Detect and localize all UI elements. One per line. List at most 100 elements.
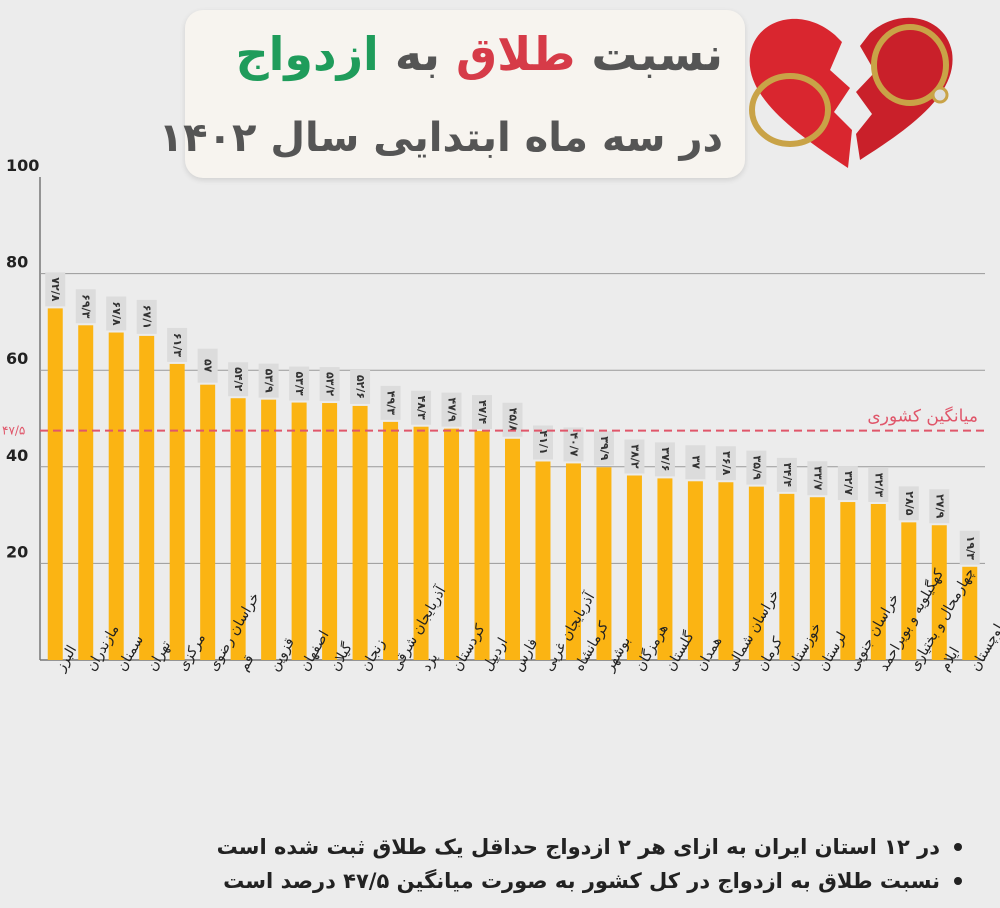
y-tick-label: 60 <box>6 349 28 368</box>
data-label: ۳۲/۳ <box>872 473 885 497</box>
bar <box>322 403 338 660</box>
data-label: ۴۷/۹ <box>446 398 459 422</box>
data-label: ۶۷/۱ <box>141 305 154 329</box>
bullet-icon <box>954 843 962 851</box>
average-label: میانگین کشوری <box>867 406 978 427</box>
footnote-item: در ۱۲ استان ایران به ازای هر ۲ ازدواج حد… <box>180 830 962 864</box>
value-label-bg <box>167 327 188 362</box>
value-label-bg <box>715 446 736 481</box>
data-label: ۴۱/۱ <box>537 430 550 454</box>
data-label: ۵۲/۶ <box>354 375 367 399</box>
bar <box>779 493 795 660</box>
bar <box>444 428 460 660</box>
title-word-divorce: طلاق <box>456 27 576 81</box>
data-label: ۶۷/۸ <box>110 301 123 325</box>
value-label-bg <box>532 425 553 460</box>
value-label-bg <box>289 366 310 401</box>
bar <box>535 461 551 660</box>
value-label-bg <box>258 363 279 398</box>
data-label: ۳۷/۶ <box>659 447 672 471</box>
bar <box>108 332 124 660</box>
data-label: ۴۵/۸ <box>507 408 520 432</box>
y-tick-label: 40 <box>6 446 28 465</box>
bar <box>687 481 703 660</box>
value-label-bg <box>898 486 919 521</box>
data-label: ۴۰/۷ <box>567 432 580 456</box>
average-value-label: ۴۷/۵ <box>2 424 25 438</box>
data-label: ۶۱/۳ <box>171 333 184 357</box>
bar <box>200 384 216 660</box>
bar <box>931 525 947 660</box>
data-label: ۱۹/۳ <box>964 536 977 560</box>
bar <box>901 522 917 660</box>
average-line-group: ۴۷/۵ میانگین کشوری <box>2 406 985 438</box>
category-label: یزد <box>419 650 442 674</box>
chart-title: نسبت طلاق به ازدواج <box>235 24 723 84</box>
bar <box>474 431 490 660</box>
bar <box>565 463 581 660</box>
value-label-bg <box>837 466 858 501</box>
value-label-bg <box>411 390 432 425</box>
bar <box>413 426 429 660</box>
value-label-bg <box>776 457 797 492</box>
data-label: ۵۷ <box>202 359 215 373</box>
title-word-marriage: ازدواج <box>235 27 379 81</box>
value-label-bg <box>106 296 127 331</box>
bar <box>383 421 399 660</box>
value-label-bg <box>441 392 462 427</box>
data-label: ۵۳/۹ <box>263 369 276 393</box>
y-tick-label: 80 <box>6 253 28 272</box>
bar <box>870 503 886 660</box>
value-label-bg <box>959 530 980 565</box>
bar <box>47 308 63 660</box>
title-word-to: به <box>378 27 457 81</box>
data-label: ۶۹/۳ <box>80 294 93 318</box>
value-label-bg <box>685 445 706 480</box>
title-card: نسبت طلاق به ازدواج در سه ماه ابتدایی سا… <box>159 10 745 178</box>
value-label-bg <box>807 461 828 496</box>
data-label: ۳۴/۴ <box>781 463 794 487</box>
grid-lines: 20 40 60 80 100 <box>6 156 985 661</box>
footnote-text: نسبت طلاق به ازدواج در کل کشور به صورت م… <box>223 869 940 893</box>
y-tick-label: 20 <box>6 542 28 561</box>
value-label-bg <box>380 385 401 420</box>
data-label: ۴۹/۳ <box>385 391 398 415</box>
bar <box>169 363 185 660</box>
data-label: ۷۲/۸ <box>49 277 62 301</box>
bar <box>657 478 673 660</box>
bar <box>139 335 155 660</box>
data-label: ۵۳/۳ <box>293 371 306 395</box>
bar <box>78 325 94 660</box>
bar <box>962 566 978 660</box>
data-label: ۳۹/۹ <box>598 436 611 460</box>
broken-heart-rings-icon <box>749 17 953 169</box>
data-label: ۳۶/۸ <box>720 451 733 475</box>
data-label: ۲۸/۵ <box>903 491 916 515</box>
bar <box>626 475 642 660</box>
data-label: ۳۸/۲ <box>628 444 641 468</box>
data-label: ۳۳/۷ <box>811 466 824 490</box>
bar <box>748 486 764 660</box>
value-label-bg <box>45 272 66 307</box>
data-label: ۴۸/۳ <box>415 396 428 420</box>
footnotes: در ۱۲ استان ایران به ازای هر ۲ ازدواج حد… <box>180 830 962 898</box>
data-label: ۳۷ <box>689 456 702 470</box>
value-label-bg <box>593 431 614 466</box>
bar <box>291 402 307 660</box>
bar-chart: 20 40 60 80 100 ۷۲/۸ ۶۹/۳ ۶۷/۸ ۶۷/۱ ۶۱/۳ ۵۷ ۵۴/۲ ۵۳… <box>2 156 1000 675</box>
value-label-bg <box>472 395 493 430</box>
value-label-bg <box>228 362 249 397</box>
value-label-bg <box>563 427 584 462</box>
data-label: ۳۵/۹ <box>750 456 763 480</box>
data-label: ۵۴/۲ <box>232 367 245 391</box>
footnote-item: نسبت طلاق به ازدواج در کل کشور به صورت م… <box>180 864 962 898</box>
data-label: ۲۷/۹ <box>933 494 946 518</box>
data-label: ۴۷/۴ <box>476 400 489 424</box>
bar <box>230 398 246 660</box>
bar <box>505 438 520 660</box>
bars: ۷۲/۸ ۶۹/۳ ۶۷/۸ ۶۷/۱ ۶۱/۳ ۵۷ ۵۴/۲ ۵۳/۹ ۵۳/۳ ۵۳/۲ ۵۲… <box>45 272 980 660</box>
bar <box>809 497 825 660</box>
value-label-bg <box>75 289 96 324</box>
value-label-bg <box>624 439 645 474</box>
title-word-ratio: نسبت <box>575 27 723 81</box>
